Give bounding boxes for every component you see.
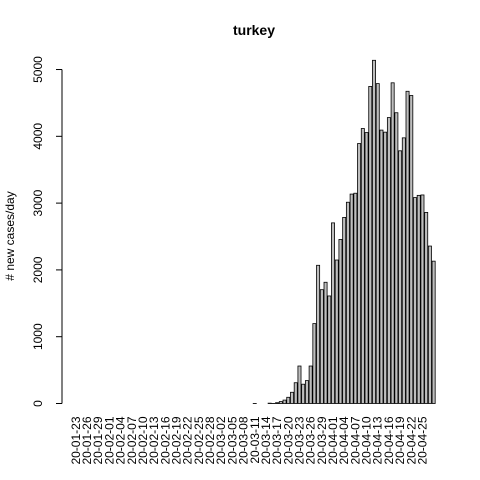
x-tick-label: 20-02-19 xyxy=(169,416,183,464)
x-tick-label: 20-03-29 xyxy=(315,416,329,464)
bar xyxy=(297,365,302,404)
x-tick-label: 20-03-14 xyxy=(259,416,273,464)
bar xyxy=(383,131,388,404)
x-tick-label: 20-04-25 xyxy=(415,416,429,464)
bar xyxy=(301,383,306,404)
bar xyxy=(349,193,354,404)
bar xyxy=(398,150,403,404)
bar xyxy=(401,137,406,404)
y-axis-label: # new cases/day xyxy=(3,191,17,280)
x-axis: 20-01-2320-01-2620-01-2920-02-0120-02-04… xyxy=(69,416,430,464)
bar xyxy=(394,112,399,404)
bar xyxy=(390,82,395,404)
bar xyxy=(345,201,350,404)
x-tick-label: 20-03-23 xyxy=(292,416,306,464)
x-tick-label: 20-03-02 xyxy=(214,416,228,464)
bar xyxy=(420,194,425,404)
x-tick-label: 20-04-10 xyxy=(360,416,374,464)
x-tick-label: 20-01-29 xyxy=(91,416,105,464)
x-tick-label: 20-01-23 xyxy=(69,416,83,464)
y-tick-label: 1000 xyxy=(31,323,45,350)
x-tick-label: 20-04-01 xyxy=(326,416,340,464)
bar xyxy=(286,396,291,404)
chart-title: turkey xyxy=(233,22,275,38)
bar xyxy=(353,192,358,404)
bar xyxy=(334,259,339,404)
bar xyxy=(424,211,429,404)
bar xyxy=(375,83,380,404)
bar xyxy=(278,401,283,404)
x-tick-label: 20-03-17 xyxy=(270,416,284,464)
x-tick-label: 20-02-25 xyxy=(192,416,206,464)
bar xyxy=(327,295,332,404)
x-tick-label: 20-01-26 xyxy=(80,416,94,464)
bar xyxy=(405,90,410,404)
bar xyxy=(282,399,287,404)
y-tick-label: 3000 xyxy=(31,189,45,216)
bar xyxy=(275,402,280,404)
x-tick-label: 20-04-07 xyxy=(348,416,362,464)
x-tick-label: 20-02-01 xyxy=(102,416,116,464)
y-tick-label: 5000 xyxy=(31,56,45,83)
bar xyxy=(308,365,313,404)
x-tick-label: 20-03-11 xyxy=(248,416,262,463)
bar xyxy=(290,391,294,404)
bar xyxy=(360,128,365,404)
bar xyxy=(386,117,391,404)
x-tick-label: 20-02-28 xyxy=(203,416,217,464)
y-tick-label: 0 xyxy=(31,400,45,407)
x-tick-label: 20-04-22 xyxy=(404,416,418,464)
x-tick-label: 20-02-04 xyxy=(114,416,128,464)
bar xyxy=(316,264,321,404)
x-tick-label: 20-04-13 xyxy=(371,416,385,464)
x-tick-label: 20-02-22 xyxy=(181,416,195,464)
bar xyxy=(319,289,324,404)
bars xyxy=(252,59,436,404)
x-tick-label: 20-04-04 xyxy=(337,416,351,464)
bar xyxy=(293,382,298,404)
y-axis: 0 1000 2000 3000 4000 5000 xyxy=(31,56,63,407)
bar xyxy=(323,281,328,404)
bar xyxy=(368,86,373,404)
bar xyxy=(409,95,414,404)
x-tick-label: 20-02-10 xyxy=(136,416,150,464)
bar xyxy=(331,222,335,404)
x-tick-label: 20-03-20 xyxy=(281,416,295,464)
x-tick-label: 20-02-07 xyxy=(125,416,139,464)
y-tick-label: 2000 xyxy=(31,256,45,283)
x-tick-label: 20-03-26 xyxy=(304,416,318,464)
bar xyxy=(427,245,432,404)
bar xyxy=(312,323,317,404)
bar xyxy=(379,129,384,404)
x-tick-label: 20-04-19 xyxy=(393,416,407,464)
bar xyxy=(342,217,347,404)
bar xyxy=(413,197,417,404)
bar xyxy=(357,143,362,404)
x-tick-label: 20-03-08 xyxy=(237,416,251,464)
bar xyxy=(304,380,309,404)
x-tick-label: 20-02-16 xyxy=(158,416,172,464)
bar xyxy=(338,239,343,404)
x-tick-label: 20-02-13 xyxy=(147,416,161,464)
bar xyxy=(364,132,369,404)
x-tick-label: 20-04-16 xyxy=(382,416,396,464)
x-tick-label: 20-03-05 xyxy=(225,416,239,464)
y-tick-label: 4000 xyxy=(31,123,45,150)
bar xyxy=(416,194,421,404)
bar xyxy=(431,260,436,404)
bar xyxy=(372,59,376,404)
